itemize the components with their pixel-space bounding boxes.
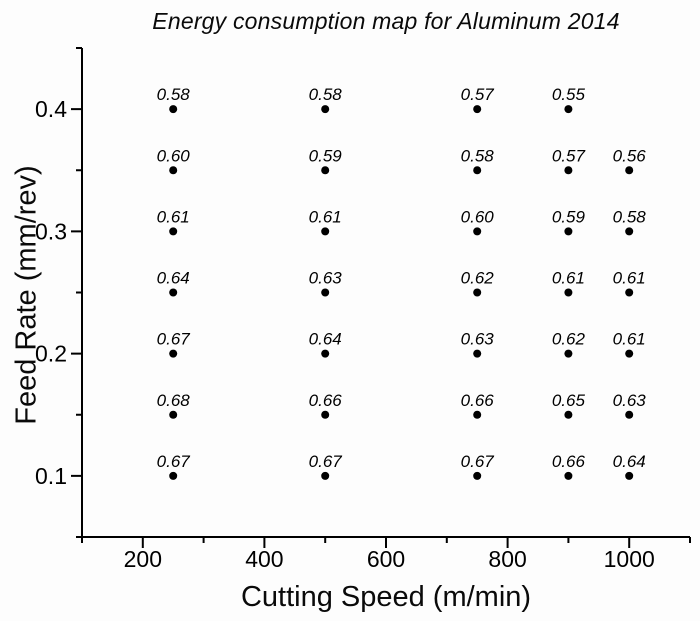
data-point: [473, 105, 482, 114]
data-point: [169, 166, 178, 175]
data-point: [169, 227, 178, 236]
data-point: [625, 288, 634, 297]
data-point-label: 0.66: [309, 391, 343, 410]
data-point: [625, 349, 634, 358]
data-point-label: 0.66: [552, 452, 586, 471]
data-point: [473, 227, 482, 236]
data-point-label: 0.61: [157, 207, 190, 226]
y-tick-label: 0.3: [35, 218, 67, 244]
data-point: [169, 349, 178, 358]
data-point: [169, 288, 178, 297]
data-point-label: 0.63: [613, 391, 647, 410]
data-point-label: 0.59: [309, 146, 343, 165]
data-point: [321, 227, 330, 236]
data-point-label: 0.62: [461, 269, 495, 288]
data-point-label: 0.55: [552, 85, 586, 104]
data-point-label: 0.59: [552, 207, 586, 226]
data-point-label: 0.57: [552, 146, 586, 165]
data-point: [564, 349, 573, 358]
data-point-label: 0.61: [613, 269, 646, 288]
x-tick-label: 1000: [604, 546, 655, 572]
data-point: [625, 227, 634, 236]
data-point: [321, 105, 330, 114]
data-point: [321, 471, 330, 480]
data-point-label: 0.60: [157, 146, 191, 165]
data-point: [321, 288, 330, 297]
y-tick-label: 0.2: [35, 341, 67, 367]
data-point-label: 0.58: [157, 85, 191, 104]
data-point: [625, 166, 634, 175]
axis-spines: [81, 48, 690, 538]
data-point: [169, 410, 178, 419]
data-point-label: 0.67: [157, 452, 191, 471]
data-point: [473, 349, 482, 358]
data-point: [564, 105, 573, 114]
data-point: [473, 410, 482, 419]
data-point: [625, 410, 634, 419]
data-point: [321, 410, 330, 419]
x-tick-label: 600: [367, 546, 405, 572]
data-point: [321, 166, 330, 175]
data-point: [564, 227, 573, 236]
data-point-label: 0.67: [309, 452, 343, 471]
data-point-label: 0.56: [613, 146, 647, 165]
data-point-label: 0.67: [157, 330, 191, 349]
data-point: [564, 410, 573, 419]
data-point-label: 0.57: [461, 85, 495, 104]
data-point-label: 0.63: [461, 330, 495, 349]
data-point: [169, 105, 178, 114]
x-axis-title: Cutting Speed (m/min): [240, 581, 532, 613]
data-point-label: 0.67: [461, 452, 495, 471]
data-point-label: 0.63: [309, 269, 343, 288]
data-point-label: 0.64: [613, 452, 646, 471]
y-tick-label: 0.1: [35, 463, 67, 489]
data-point-label: 0.64: [309, 330, 342, 349]
data-point: [321, 349, 330, 358]
data-point-label: 0.65: [552, 391, 586, 410]
data-point-label: 0.66: [461, 391, 495, 410]
x-tick-label: 400: [245, 546, 283, 572]
data-point: [169, 471, 178, 480]
data-point: [473, 471, 482, 480]
data-point: [564, 288, 573, 297]
data-point-label: 0.58: [613, 207, 647, 226]
x-tick-label: 200: [124, 546, 162, 572]
data-point-label: 0.62: [552, 330, 586, 349]
data-point: [564, 166, 573, 175]
data-point-label: 0.64: [157, 269, 190, 288]
x-tick-label: 800: [488, 546, 526, 572]
data-point-label: 0.58: [461, 146, 495, 165]
data-point-label: 0.60: [461, 207, 495, 226]
data-point-label: 0.61: [613, 330, 646, 349]
data-point-label: 0.58: [309, 85, 343, 104]
chart-title: Energy consumption map for Aluminum 2014: [152, 8, 620, 34]
data-point: [473, 166, 482, 175]
data-point: [473, 288, 482, 297]
data-point-label: 0.61: [309, 207, 342, 226]
y-tick-label: 0.4: [35, 96, 67, 122]
data-point-label: 0.61: [552, 269, 585, 288]
data-point-label: 0.68: [157, 391, 191, 410]
data-point: [564, 471, 573, 480]
data-point: [625, 471, 634, 480]
